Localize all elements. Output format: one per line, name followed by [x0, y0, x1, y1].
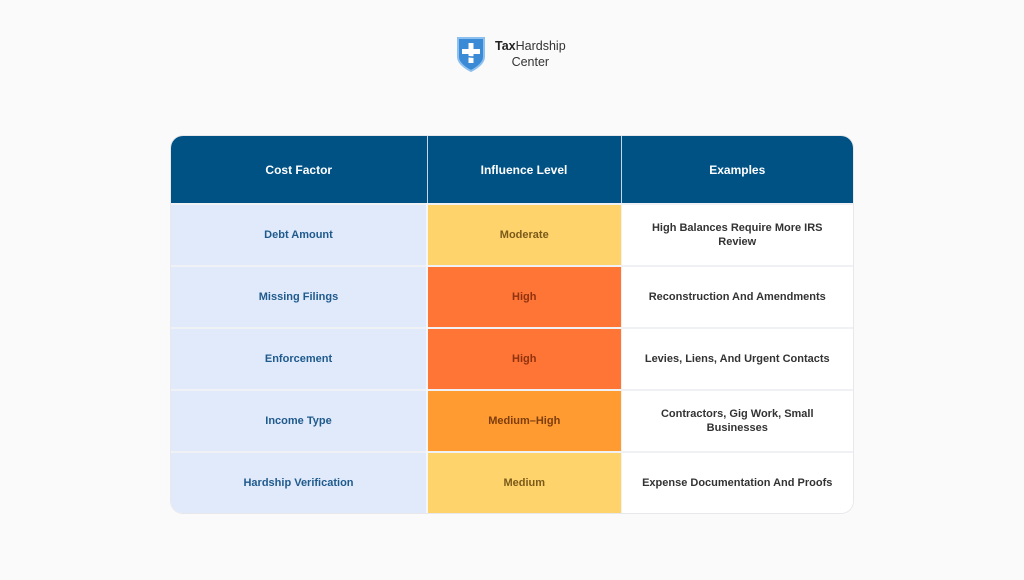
table-row: Income Type Medium–High Contractors, Gig…	[171, 389, 853, 452]
table-row: Enforcement High Levies, Liens, And Urge…	[171, 327, 853, 390]
table-row: Debt Amount Moderate High Balances Requi…	[171, 203, 853, 266]
cost-factor-cell: Debt Amount	[171, 203, 428, 266]
brand-logo: TaxHardship Center	[455, 35, 566, 73]
table-row: Hardship Verification Medium Expense Doc…	[171, 451, 853, 513]
influence-level-cell: Moderate	[427, 203, 622, 266]
brand-name-bold: Tax	[495, 39, 516, 53]
table-row: Missing Filings High Reconstruction And …	[171, 265, 853, 328]
header-cost-factor: Cost Factor	[171, 136, 428, 204]
brand-name: TaxHardship Center	[495, 38, 566, 70]
example-cell: Expense Documentation And Proofs	[621, 451, 853, 513]
cost-factor-cell: Missing Filings	[171, 265, 428, 328]
brand-name-line2: Center	[511, 55, 550, 69]
header-influence-level: Influence Level	[427, 136, 622, 204]
cost-factor-cell: Hardship Verification	[171, 451, 428, 513]
cost-factor-table: Cost Factor Influence Level Examples Deb…	[171, 136, 853, 513]
brand-name-rest: Hardship	[515, 39, 566, 53]
cost-factor-cell: Income Type	[171, 389, 428, 452]
shield-plus-icon	[457, 37, 485, 73]
example-cell: Levies, Liens, And Urgent Contacts	[621, 327, 853, 390]
example-cell: Contractors, Gig Work, Small Businesses	[621, 389, 853, 452]
influence-level-cell: Medium	[427, 451, 622, 513]
influence-level-cell: High	[427, 265, 622, 328]
example-cell: Reconstruction And Amendments	[621, 265, 853, 328]
influence-level-cell: Medium–High	[427, 389, 622, 452]
influence-level-cell: High	[427, 327, 622, 390]
header-row: Cost Factor Influence Level Examples	[171, 136, 853, 204]
header-examples: Examples	[621, 136, 853, 204]
cost-factor-cell: Enforcement	[171, 327, 428, 390]
example-cell: High Balances Require More IRS Review	[621, 203, 853, 266]
